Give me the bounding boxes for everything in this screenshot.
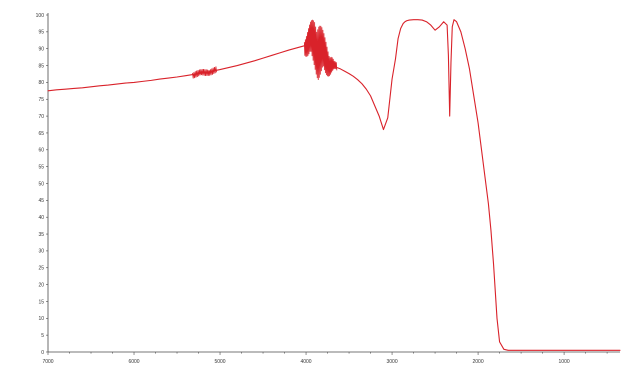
y-tick-label: 25 — [38, 266, 44, 272]
y-tick-label: 60 — [38, 148, 44, 154]
x-tick-label: 1000 — [559, 359, 570, 365]
x-tick-label: 4000 — [300, 359, 311, 365]
y-tick-label: 65 — [38, 131, 44, 137]
y-tick-label: 10 — [38, 316, 44, 322]
y-tick-label: 85 — [38, 63, 44, 69]
y-tick-label: 70 — [38, 114, 44, 120]
noise-band-small — [192, 66, 217, 79]
x-tick-label: 7000 — [42, 359, 53, 365]
noise-region-overlay — [192, 19, 338, 80]
x-tick-label: 5000 — [214, 359, 225, 365]
y-tick-label: 75 — [38, 97, 44, 103]
y-tick-label: 35 — [38, 232, 44, 238]
y-tick-label: 5 — [41, 333, 44, 339]
x-tick-label: 3000 — [386, 359, 397, 365]
y-tick-label: 40 — [38, 215, 44, 221]
y-tick-label: 80 — [38, 80, 44, 86]
y-tick-label: 90 — [38, 47, 44, 53]
x-tick-label: 2000 — [473, 359, 484, 365]
y-tick-label: 100 — [36, 13, 45, 19]
y-tick-label: 50 — [38, 181, 44, 187]
y-tick-label: 55 — [38, 164, 44, 170]
x-ticks: 7000 6000 5000 4000 3000 2000 1000 — [42, 352, 608, 365]
y-tick-label: 30 — [38, 249, 44, 255]
y-tick-label: 15 — [38, 299, 44, 305]
y-ticks: 0 5 10 15 20 25 30 35 40 45 50 55 60 65 70 75 80 85 90 95 10… — [36, 13, 48, 356]
x-tick-label: 6000 — [128, 359, 139, 365]
y-tick-label: 20 — [38, 282, 44, 288]
y-tick-label: 0 — [41, 350, 44, 356]
y-tick-label: 95 — [38, 30, 44, 36]
noise-band-large — [303, 19, 338, 80]
y-tick-label: 45 — [38, 198, 44, 204]
